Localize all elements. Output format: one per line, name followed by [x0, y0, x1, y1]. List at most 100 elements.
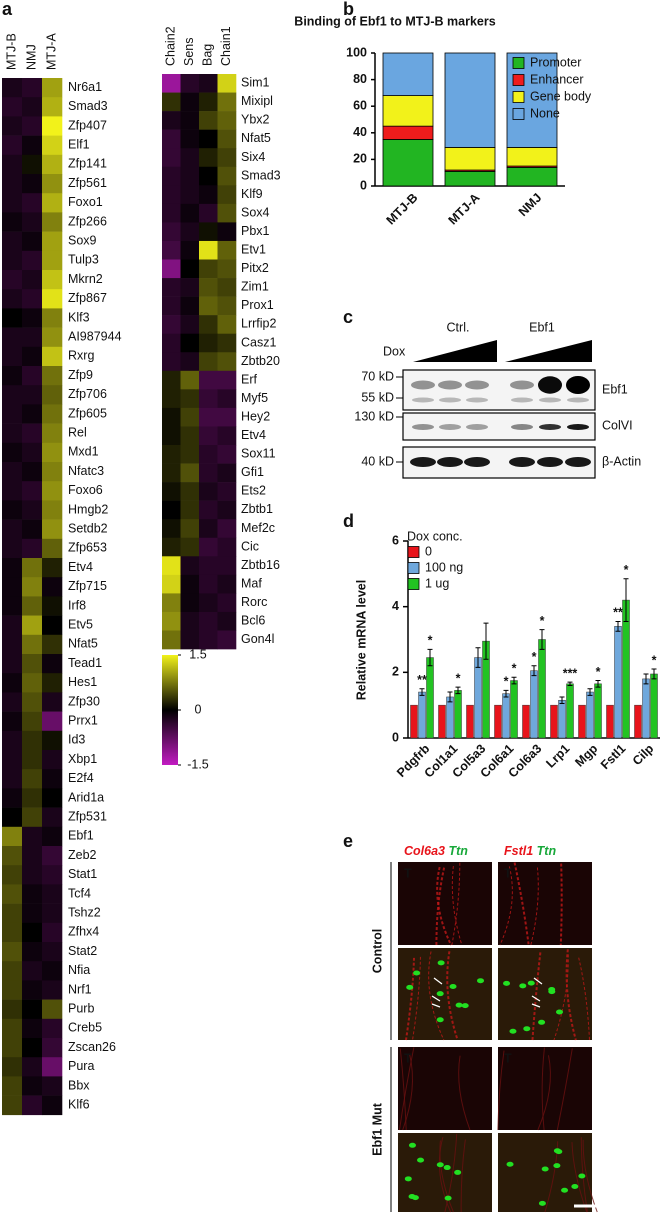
- band-label: β-Actin: [602, 454, 641, 468]
- nucleus-signal: [436, 991, 444, 997]
- treatment-label: Dox: [383, 344, 406, 358]
- heat-cell: [42, 865, 63, 885]
- heat-cell: [22, 615, 43, 636]
- heat-cell: [22, 404, 43, 424]
- heat-cell: [162, 240, 181, 260]
- fiber-signal: [578, 957, 590, 1041]
- bar: [642, 678, 650, 739]
- heat-cell: [42, 135, 63, 156]
- heat-cell: [42, 673, 63, 693]
- row-label: Tcf4: [68, 886, 91, 900]
- row-label: Zbtb1: [241, 502, 273, 516]
- heat-cell: [42, 769, 63, 789]
- marker-label: Ttn: [537, 844, 557, 858]
- heat-cell: [42, 961, 63, 981]
- row-label: Nfatc3: [68, 464, 104, 478]
- y-tick-label: 4: [392, 599, 399, 613]
- heat-cell: [42, 519, 63, 540]
- heat-cell: [22, 250, 43, 271]
- heat-cell: [199, 111, 218, 130]
- row-label: Etv4: [241, 428, 266, 442]
- heat-cell: [22, 846, 43, 866]
- heat-cell: [199, 278, 218, 297]
- heat-cell: [180, 556, 200, 576]
- heat-cell: [22, 1038, 43, 1058]
- row-label: Cic: [241, 539, 259, 553]
- inset-label: T: [404, 866, 412, 880]
- nucleus-signal: [411, 1195, 419, 1201]
- heat-cell: [42, 788, 63, 808]
- heat-cell: [217, 129, 237, 149]
- row-label: Zfp266: [68, 214, 107, 228]
- bar: [522, 704, 530, 739]
- heat-cell: [42, 884, 63, 904]
- heat-cell: [162, 352, 181, 372]
- heat-cell: [2, 577, 23, 597]
- heat-cell: [162, 166, 181, 186]
- heat-cell: [162, 370, 181, 390]
- heat-cell: [22, 961, 43, 981]
- heat-cell: [42, 423, 63, 444]
- heat-cell: [217, 556, 237, 576]
- y-tick-label: 40: [353, 125, 367, 139]
- heat-cell: [199, 166, 218, 186]
- error-bar: [455, 686, 461, 695]
- significance: *: [428, 634, 433, 648]
- nucleus-signal: [404, 1176, 412, 1182]
- heat-cell: [162, 611, 181, 631]
- bar-segment: [506, 147, 558, 167]
- band: [567, 397, 589, 403]
- heat-cell: [42, 346, 63, 367]
- arrow: [531, 977, 543, 1008]
- nucleus-signal: [461, 1003, 469, 1009]
- nucleus-signal: [555, 1009, 563, 1015]
- band: [412, 397, 434, 403]
- row-label: Elf1: [68, 137, 90, 151]
- heat-cell: [42, 250, 63, 271]
- micrograph: [498, 948, 592, 1040]
- heat-cell: [199, 500, 218, 520]
- fiber-signal: [439, 1140, 454, 1213]
- band: [509, 457, 535, 467]
- row-label: Hes1: [68, 675, 97, 689]
- legend-swatch: [407, 578, 420, 590]
- heat-cell: [42, 922, 63, 943]
- heat-cell: [217, 111, 237, 130]
- panel-label: b: [343, 0, 354, 19]
- heat-cell: [199, 333, 218, 353]
- heat-cell: [22, 289, 43, 309]
- heat-cell: [2, 673, 23, 693]
- heat-cell: [217, 463, 237, 483]
- band: [410, 457, 436, 467]
- row-label: Zfp867: [68, 291, 107, 305]
- bar: [502, 693, 510, 739]
- heat-cell: [42, 903, 63, 924]
- heat-cell: [180, 278, 200, 297]
- heat-cell: [217, 166, 237, 186]
- heat-cell: [2, 692, 23, 712]
- heat-cell: [180, 296, 200, 316]
- heat-cell: [199, 129, 218, 149]
- y-tick-label: 6: [392, 533, 399, 547]
- heat-cell: [180, 240, 200, 260]
- heat-cell: [180, 259, 200, 279]
- significance: *: [652, 653, 657, 667]
- x-tick-label: Fstl1: [598, 742, 629, 773]
- heat-cell: [42, 174, 63, 194]
- heat-cell: [217, 630, 237, 650]
- row-label: Stat1: [68, 867, 97, 881]
- heat-cell: [42, 154, 63, 175]
- significance: **: [613, 606, 623, 620]
- heat-cell: [2, 327, 23, 348]
- nucleus-signal: [541, 1166, 549, 1172]
- heat-cell: [162, 129, 181, 149]
- heat-cell: [217, 426, 237, 446]
- heat-cell: [2, 500, 23, 520]
- fiber-signal: [553, 954, 569, 1041]
- nucleus-signal: [571, 1183, 579, 1189]
- heat-cell: [180, 111, 200, 130]
- heat-cell: [22, 654, 43, 674]
- heat-cell: [2, 980, 23, 1000]
- heat-cell: [42, 270, 63, 290]
